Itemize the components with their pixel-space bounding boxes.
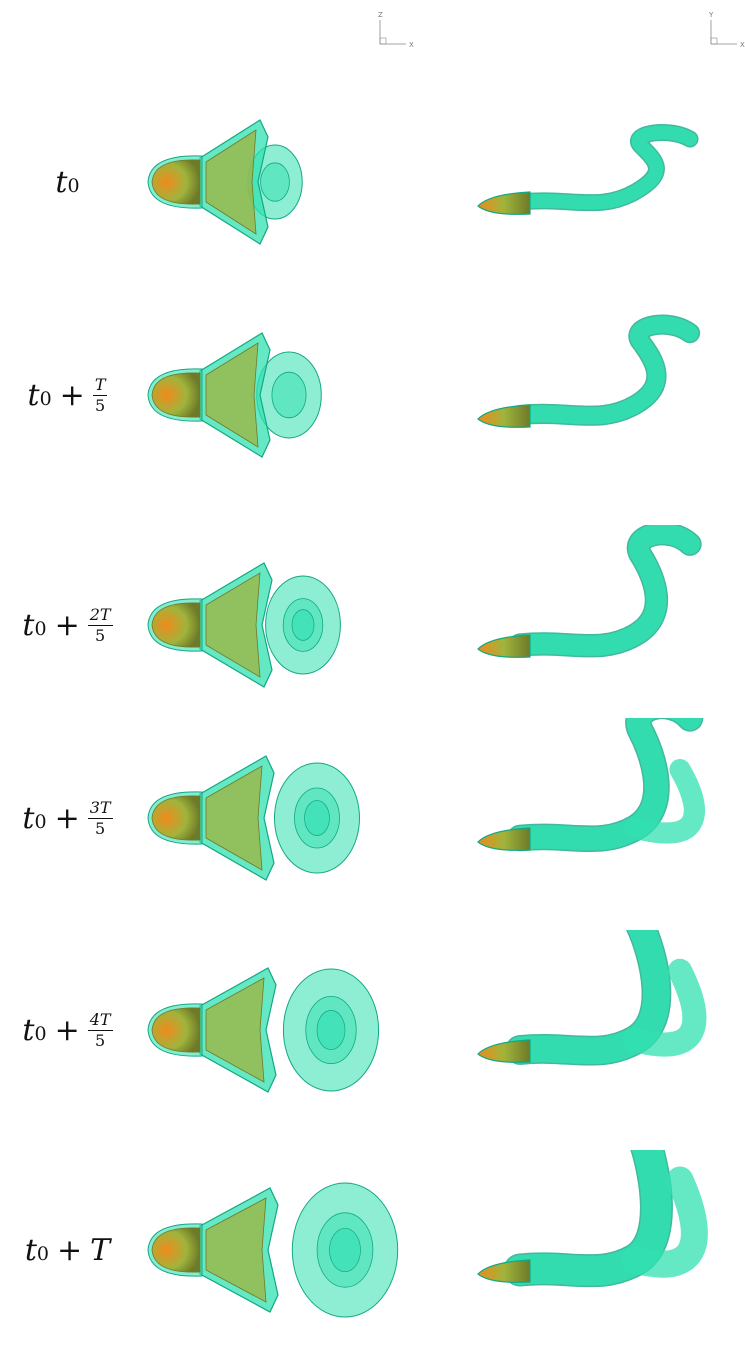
body-side (477, 191, 531, 215)
time-symbol: t (27, 377, 40, 413)
fin-body (205, 1197, 267, 1303)
head-body (151, 159, 201, 205)
top-view-isosurface (147, 967, 380, 1093)
snapshot-row: t 0 +4T 5 (0, 930, 745, 1130)
wake-vortex-tube (513, 125, 697, 210)
time-symbol: t (22, 607, 35, 643)
body-side (477, 404, 531, 428)
fraction-denominator: 5 (95, 1030, 106, 1050)
period-symbol: T (90, 1232, 111, 1268)
wake-vortex-tube (505, 1150, 672, 1286)
body-side (477, 1259, 531, 1283)
axis-triad-top-view: Z X (378, 11, 414, 49)
fin-body (205, 129, 257, 235)
wake-vortex-loop (622, 958, 707, 1057)
vortex-ring-inner (271, 371, 307, 419)
fraction-numerator: 2T (87, 604, 113, 626)
plus-sign: + (57, 1232, 83, 1268)
snapshot-row: t 0 + T 5 (0, 295, 745, 495)
time-label: t 0 +4T 5 (0, 930, 135, 1130)
vortex-core (316, 1010, 346, 1050)
wake-vortex-tube (506, 930, 670, 1065)
time-subscript: 0 (67, 175, 80, 197)
time-label: t 0 + T (0, 1150, 135, 1350)
fin-body (205, 572, 261, 678)
snapshot-row: t 0 +2T 5 (0, 525, 745, 725)
head-body (151, 1227, 201, 1273)
time-label: t 0 +3T 5 (0, 718, 135, 918)
time-subscript: 0 (36, 1243, 49, 1265)
side-view-isosurface (477, 525, 702, 658)
body-side (477, 634, 531, 658)
side-view-isosurface (477, 124, 699, 215)
head-body (151, 602, 201, 648)
phase-fraction: 3T 5 (87, 797, 113, 838)
top-view-isosurface (147, 332, 322, 458)
top-view-isosurface (147, 562, 341, 688)
time-label: t 0 + T 5 (0, 295, 135, 495)
wake-vortex-tube (508, 718, 702, 851)
time-subscript: 0 (39, 388, 52, 410)
plus-sign: + (59, 377, 85, 413)
side-view-isosurface (477, 930, 707, 1066)
time-subscript: 0 (34, 811, 47, 833)
plus-sign: + (54, 800, 80, 836)
phase-fraction: 4T 5 (87, 1009, 113, 1050)
top-view-isosurface (147, 755, 360, 881)
wake-vortex-tube (509, 525, 701, 656)
body-side (477, 1039, 531, 1063)
time-subscript: 0 (34, 618, 47, 640)
fraction-denominator: 5 (95, 625, 106, 645)
head-body (151, 372, 201, 418)
vortex-ring-inner (260, 162, 290, 202)
top-view-isosurface (147, 119, 303, 245)
axis-label-z: Z (378, 11, 383, 19)
head-body (151, 1007, 201, 1053)
vortex-core (291, 609, 315, 641)
body-side (477, 827, 531, 851)
plus-sign: + (54, 607, 80, 643)
time-symbol: t (22, 800, 35, 836)
wake-vortex-tube (511, 316, 699, 425)
vortex-core (329, 1227, 361, 1273)
fraction-numerator: 3T (87, 797, 113, 819)
axis-label-y: Y (708, 11, 714, 19)
wake-vortex-loop (624, 758, 705, 844)
snapshot-row: t 0 + T (0, 1150, 745, 1350)
head-body (151, 795, 201, 841)
plus-sign: + (54, 1012, 80, 1048)
time-symbol: t (24, 1232, 37, 1268)
fraction-numerator: 4T (87, 1009, 113, 1031)
time-subscript: 0 (34, 1023, 47, 1045)
axis-label-x-side: X (740, 41, 745, 49)
vortex-core (304, 800, 330, 836)
axis-label-x: X (409, 41, 414, 49)
phase-fraction: 2T 5 (87, 604, 113, 645)
fin-body (205, 977, 265, 1083)
top-view-isosurface (147, 1182, 399, 1318)
side-view-isosurface (477, 314, 701, 428)
time-label: t 0 +2T 5 (0, 525, 135, 725)
fin-body (205, 765, 263, 871)
wake-vortex-loop (621, 1166, 708, 1278)
fraction-denominator: 5 (95, 818, 106, 838)
wake-vortex-tube-edge (511, 124, 699, 212)
time-symbol: t (22, 1012, 35, 1048)
side-view-isosurface (477, 718, 705, 853)
side-view-isosurface (477, 1150, 708, 1288)
fraction-numerator: T (92, 374, 108, 396)
fraction-denominator: 5 (95, 395, 106, 415)
snapshot-row: t 0 +3T 5 (0, 718, 745, 918)
fin-body (205, 342, 259, 448)
time-symbol: t (55, 164, 68, 200)
axis-triad-side-view: Y X (708, 11, 745, 49)
